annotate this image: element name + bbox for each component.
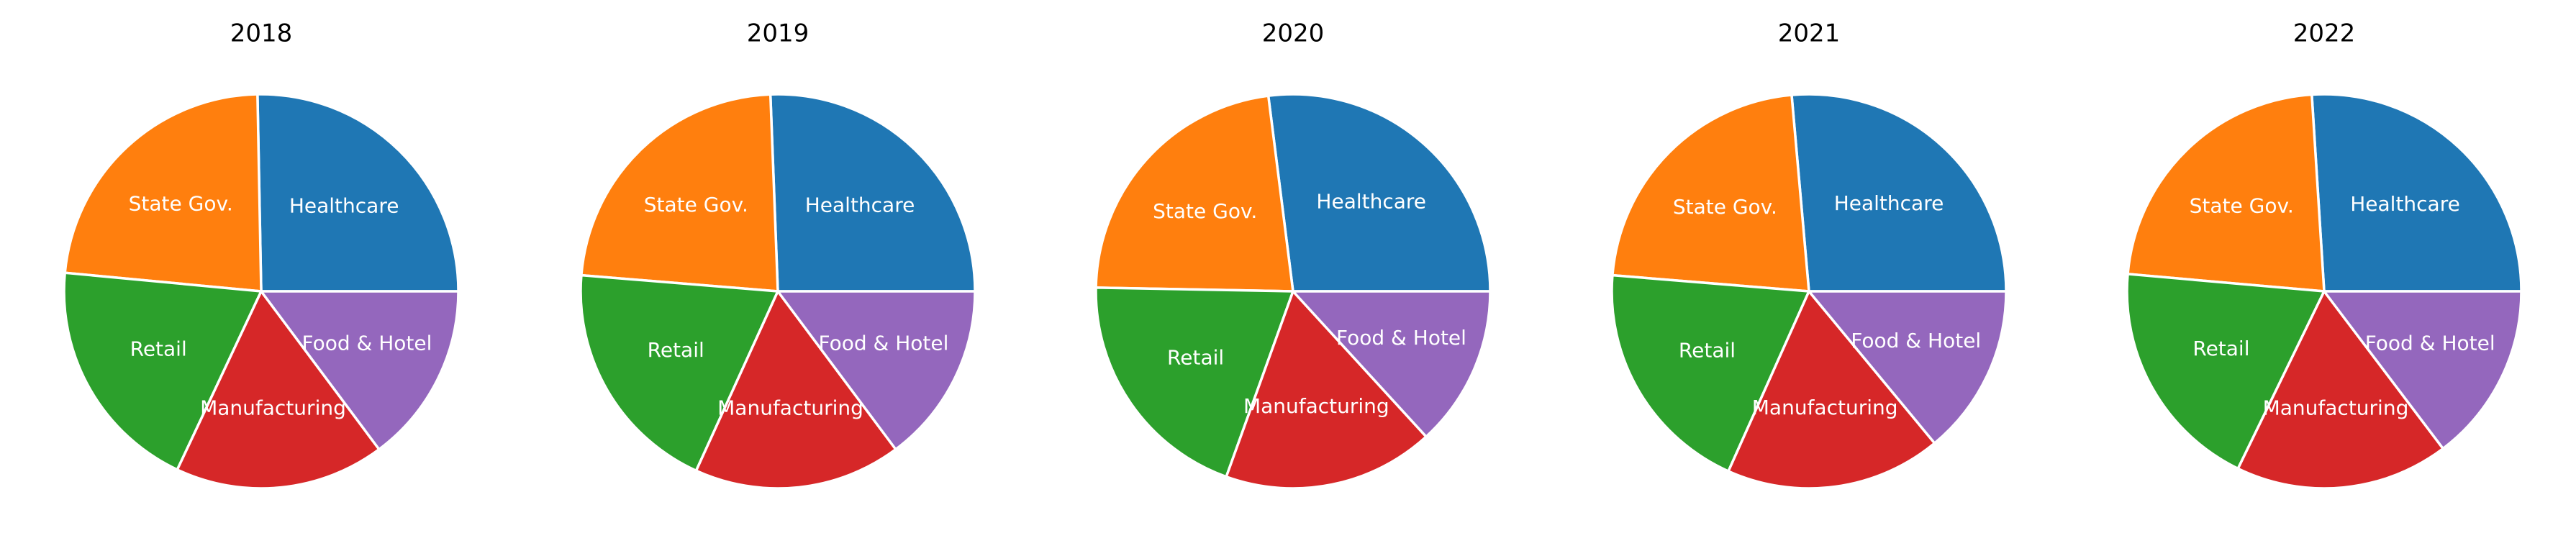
slice-label-retail: Retail xyxy=(2192,337,2249,360)
pie-slice-manufacturing xyxy=(176,290,381,490)
slice-label-manufacturing: Manufacturing xyxy=(717,396,863,419)
slice-label-state-gov: State Gov. xyxy=(644,193,748,217)
pie-slice-retail xyxy=(579,273,779,473)
pie-slice-retail xyxy=(63,271,263,471)
pie-slice-state-gov xyxy=(63,93,263,293)
pie-slice-healthcare xyxy=(2310,93,2523,293)
pie-slice-food-hotel xyxy=(1808,290,2008,445)
pie-slice-retail xyxy=(1610,273,1810,473)
slice-label-manufacturing: Manufacturing xyxy=(2263,396,2409,420)
slice-label-food-hotel: Food & Hotel xyxy=(2365,331,2495,355)
pie-slice-state-gov xyxy=(1611,94,1810,293)
slice-label-healthcare: Healthcare xyxy=(289,194,399,218)
pie-2020: 2020 Healthcare State Gov. Retail Manufactur… xyxy=(1094,19,1492,490)
pie-slice-retail xyxy=(2126,273,2326,470)
pie-slice-manufacturing xyxy=(694,290,897,490)
slice-label-healthcare: Healthcare xyxy=(805,193,915,217)
slice-label-state-gov: State Gov. xyxy=(1673,195,1777,219)
slice-label-manufacturing: Manufacturing xyxy=(1752,396,1898,419)
pie-2018: 2018 Healthcare State Gov. Retail Manufactur… xyxy=(63,19,460,490)
pie-slice-state-gov xyxy=(1094,94,1294,293)
slice-label-retail: Retail xyxy=(1679,339,1736,363)
pie-slice-state-gov xyxy=(580,93,779,293)
slice-label-healthcare: Healthcare xyxy=(2350,192,2460,216)
pie-slice-manufacturing xyxy=(2236,290,2444,490)
slice-label-state-gov: State Gov. xyxy=(129,191,233,215)
pie-title: 2021 xyxy=(1778,19,1841,48)
pie-title: 2020 xyxy=(1262,19,1325,48)
slice-label-healthcare: Healthcare xyxy=(1834,191,1944,215)
slice-label-food-hotel: Food & Hotel xyxy=(1336,326,1466,350)
slice-label-state-gov: State Gov. xyxy=(2190,193,2294,217)
pie-slice-healthcare xyxy=(768,93,976,293)
pie-2019: 2019 Healthcare State Gov. Retail Manufactur… xyxy=(579,19,976,490)
pie-slice-food-hotel xyxy=(2323,290,2523,450)
pie-slice-manufacturing xyxy=(1727,290,1936,490)
pie-slice-food-hotel xyxy=(260,290,460,451)
slice-label-retail: Retail xyxy=(1167,345,1224,369)
slice-label-food-hotel: Food & Hotel xyxy=(301,332,432,355)
pie-slice-healthcare xyxy=(1790,93,2008,293)
pie-slice-manufacturing xyxy=(1225,290,1428,490)
pie-title: 2018 xyxy=(230,19,293,48)
pie-slice-state-gov xyxy=(2126,93,2326,293)
slice-label-manufacturing: Manufacturing xyxy=(1243,394,1389,418)
pie-title: 2019 xyxy=(747,19,809,48)
slice-label-retail: Retail xyxy=(130,337,187,360)
slice-label-retail: Retail xyxy=(648,338,704,362)
slice-label-healthcare: Healthcare xyxy=(1316,190,1426,214)
pie-slice-food-hotel xyxy=(1292,290,1492,438)
pie-2021: 2021 Healthcare State Gov. Retail Manufactur… xyxy=(1610,19,2008,490)
pie-slice-food-hotel xyxy=(776,290,976,451)
pie-slice-healthcare xyxy=(256,93,460,293)
slice-label-food-hotel: Food & Hotel xyxy=(1851,329,1981,352)
pie-2022: 2022 Healthcare State Gov. Retail Manufactur… xyxy=(2126,19,2523,490)
slice-label-manufacturing: Manufacturing xyxy=(200,396,346,420)
pie-slice-healthcare xyxy=(1266,93,1492,293)
pie-slice-retail xyxy=(1094,286,1294,478)
slice-label-state-gov: State Gov. xyxy=(1153,199,1257,223)
pie-title: 2022 xyxy=(2293,19,2356,48)
slice-label-food-hotel: Food & Hotel xyxy=(818,332,948,355)
